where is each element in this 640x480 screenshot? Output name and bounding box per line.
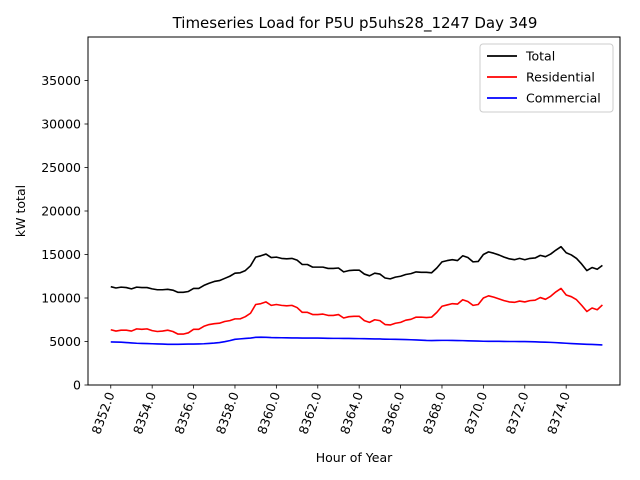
- x-tick-label: 8370.0: [461, 390, 490, 436]
- series-line-commercial: [110, 336, 603, 346]
- y-tick-label: 30000: [41, 117, 81, 132]
- series-line-total: [110, 245, 603, 294]
- x-tick-label: 8352.0: [89, 390, 118, 436]
- x-axis: 8352.0 8354.0 8356.0 8358.0 8360.0 8362.0 8364…: [89, 385, 573, 436]
- x-tick-label: 8354.0: [130, 390, 159, 436]
- x-tick-label: 8362.0: [296, 390, 325, 436]
- series-lines: [110, 245, 603, 346]
- y-tick-label: 35000: [41, 73, 81, 88]
- chart-title: Timeseries Load for P5U p5uhs28_1247 Day…: [172, 14, 538, 33]
- y-tick-label: 15000: [41, 247, 81, 262]
- legend-label-commercial: Commercial: [526, 91, 601, 106]
- y-tick-label: 0: [73, 378, 81, 393]
- series-line-residential: [110, 287, 603, 335]
- x-axis-label: Hour of Year: [316, 450, 393, 465]
- legend-label-residential: Residential: [526, 70, 595, 85]
- x-tick-label: 8360.0: [254, 390, 283, 436]
- y-tick-label: 20000: [41, 204, 81, 219]
- legend-label-total: Total: [525, 49, 555, 64]
- x-tick-label: 8366.0: [378, 390, 407, 436]
- y-tick-label: 10000: [41, 291, 81, 306]
- legend: Total Residential Commercial: [479, 43, 614, 113]
- x-tick-label: 8372.0: [503, 390, 532, 436]
- y-tick-label: 5000: [49, 334, 81, 349]
- y-axis: 0 5000 10000 15000 20000 25000 30000 35000: [41, 73, 88, 393]
- x-tick-label: 8358.0: [213, 390, 242, 436]
- x-tick-label: 8374.0: [544, 390, 573, 436]
- x-tick-label: 8368.0: [420, 390, 449, 436]
- legend-box: [479, 43, 614, 113]
- y-axis-label: kW total: [13, 185, 28, 237]
- y-tick-label: 25000: [41, 160, 81, 175]
- x-tick-label: 8364.0: [337, 390, 366, 436]
- x-tick-label: 8356.0: [171, 390, 200, 436]
